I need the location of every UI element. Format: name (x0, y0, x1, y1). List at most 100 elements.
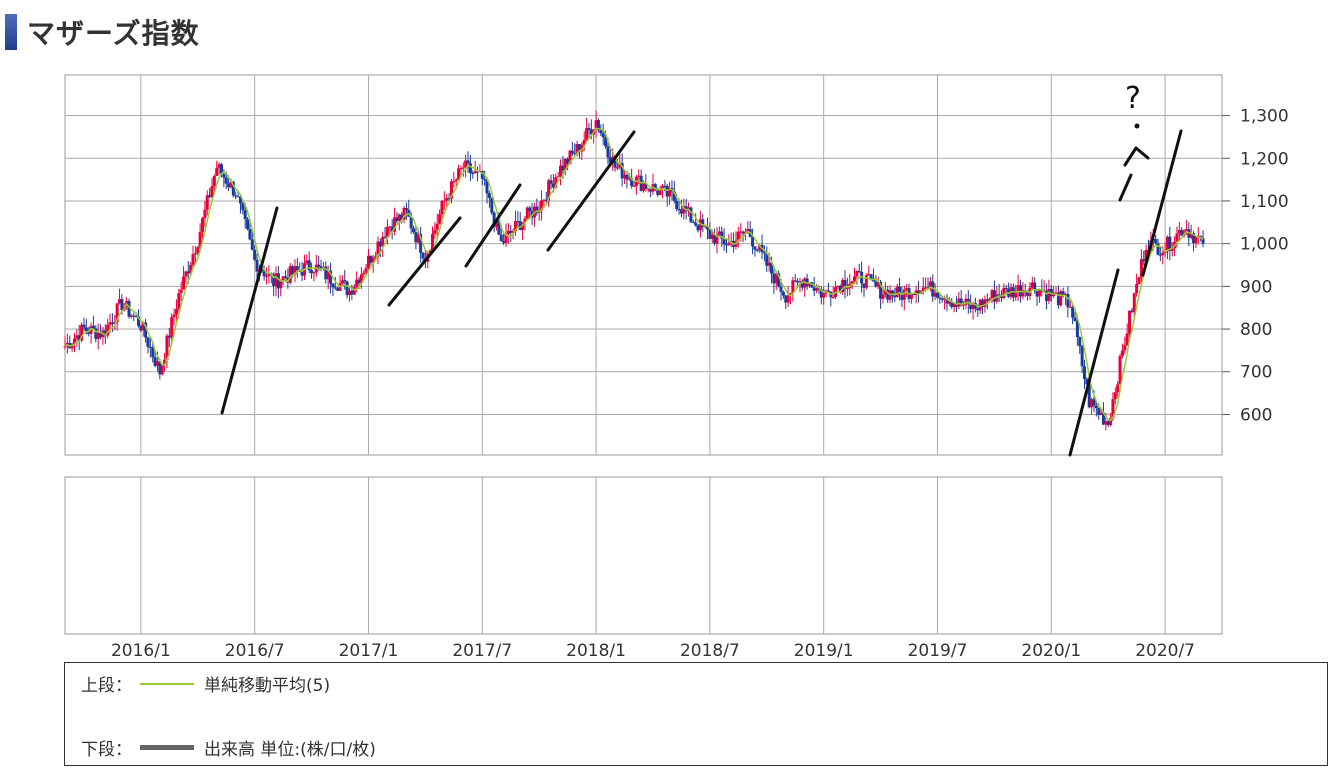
candlestick-chart: 600 700 800 900 1,000 1,100 1,200 1,300 2016/1 20… (63, 74, 1289, 660)
candle-body (205, 195, 209, 210)
candle-body (388, 226, 392, 228)
candle-body (393, 217, 397, 232)
candle-body (623, 174, 627, 179)
x-tick-label: 2016/1 (111, 641, 171, 660)
candle-body (1177, 230, 1181, 234)
candle-body (1194, 236, 1198, 244)
candle-body (1035, 290, 1039, 297)
candle-body (513, 221, 517, 232)
moving-average-line (64, 127, 1204, 422)
candle-body (803, 278, 807, 288)
candle-body (1085, 379, 1089, 385)
candle-body (94, 328, 98, 339)
candle-body (208, 195, 212, 198)
candle-body (822, 293, 826, 298)
y-tick-label: 900 (1240, 277, 1272, 297)
candle-body (262, 271, 266, 277)
candle-body (397, 214, 401, 221)
candle-body (912, 293, 916, 295)
candle-body (77, 335, 81, 341)
candle-body (962, 304, 966, 306)
candle-body (540, 200, 544, 211)
candle-body (618, 163, 622, 168)
candle-body (608, 157, 612, 163)
candle-body (106, 324, 110, 336)
y-tick-label: 600 (1240, 405, 1272, 425)
candle-body (236, 196, 240, 198)
candle-body (385, 226, 389, 238)
candle-body (1187, 229, 1191, 238)
candle-body (89, 325, 93, 334)
candle-body (428, 250, 432, 253)
candle-body (1014, 290, 1018, 298)
candle-body (364, 267, 368, 273)
candle-body (724, 244, 728, 246)
candle-body (414, 232, 418, 243)
candle-body (577, 144, 581, 152)
candle-body (1097, 408, 1101, 415)
candle-body (938, 297, 942, 299)
candle-body (703, 225, 707, 227)
candle-body (774, 273, 778, 284)
candle-body (653, 184, 657, 190)
candle-body (950, 301, 954, 308)
candle-body (158, 361, 162, 375)
arrow-head-stroke (1123, 146, 1150, 167)
candle-body (988, 298, 992, 301)
candle-body (1123, 345, 1127, 351)
candle-body (449, 181, 453, 199)
candle-body (1161, 252, 1165, 256)
candle-body (1101, 412, 1105, 425)
candle-body (898, 286, 902, 294)
candle-body (917, 290, 921, 294)
candle-body (755, 249, 759, 251)
candle-body (800, 281, 804, 288)
candle-body (170, 317, 174, 338)
candle-body (118, 299, 122, 304)
candle-body (291, 266, 295, 275)
volume-panel (64, 476, 1223, 635)
candle-body (668, 188, 672, 197)
candle-body (890, 290, 894, 296)
candle-body (1080, 346, 1084, 367)
y-tick-label: 1,100 (1240, 192, 1289, 212)
candle-body (317, 264, 321, 267)
annotation-dot (1134, 123, 1140, 129)
candle-body (447, 198, 451, 200)
candle-body (219, 164, 223, 175)
legend-upper: 上段： 単純移動平均(5) (81, 671, 330, 696)
candle-body (84, 327, 88, 332)
candle-body (222, 174, 226, 178)
candle-body (210, 185, 214, 198)
candle-body (293, 266, 297, 275)
candle-body (627, 178, 631, 180)
candle-body (966, 298, 970, 304)
candle-body (1071, 306, 1075, 318)
x-tick-label: 2017/1 (339, 641, 399, 660)
candle-body (454, 179, 458, 182)
candle-body (146, 337, 150, 347)
candle-body (402, 208, 406, 220)
candle-body (336, 288, 340, 291)
candle-body (672, 191, 676, 201)
x-tick-label: 2020/1 (1021, 641, 1081, 660)
candle-body (345, 281, 349, 296)
candle-body (1064, 293, 1068, 296)
candle-body (805, 278, 809, 286)
candle-body (153, 357, 157, 366)
candle-body (777, 273, 781, 287)
candle-body (485, 179, 489, 194)
candle-body (997, 294, 1001, 296)
candle-body (568, 150, 572, 164)
trend-stroke (546, 130, 636, 252)
candle-body (1002, 287, 1006, 298)
candle-body (900, 293, 904, 300)
candle-body (779, 286, 783, 292)
candle-body (452, 181, 456, 183)
candle-body (229, 181, 233, 188)
candle-body (710, 234, 714, 239)
candle-body (874, 281, 878, 287)
candle-body (511, 231, 515, 233)
candle-body (461, 167, 465, 169)
candle-body (1004, 287, 1008, 289)
